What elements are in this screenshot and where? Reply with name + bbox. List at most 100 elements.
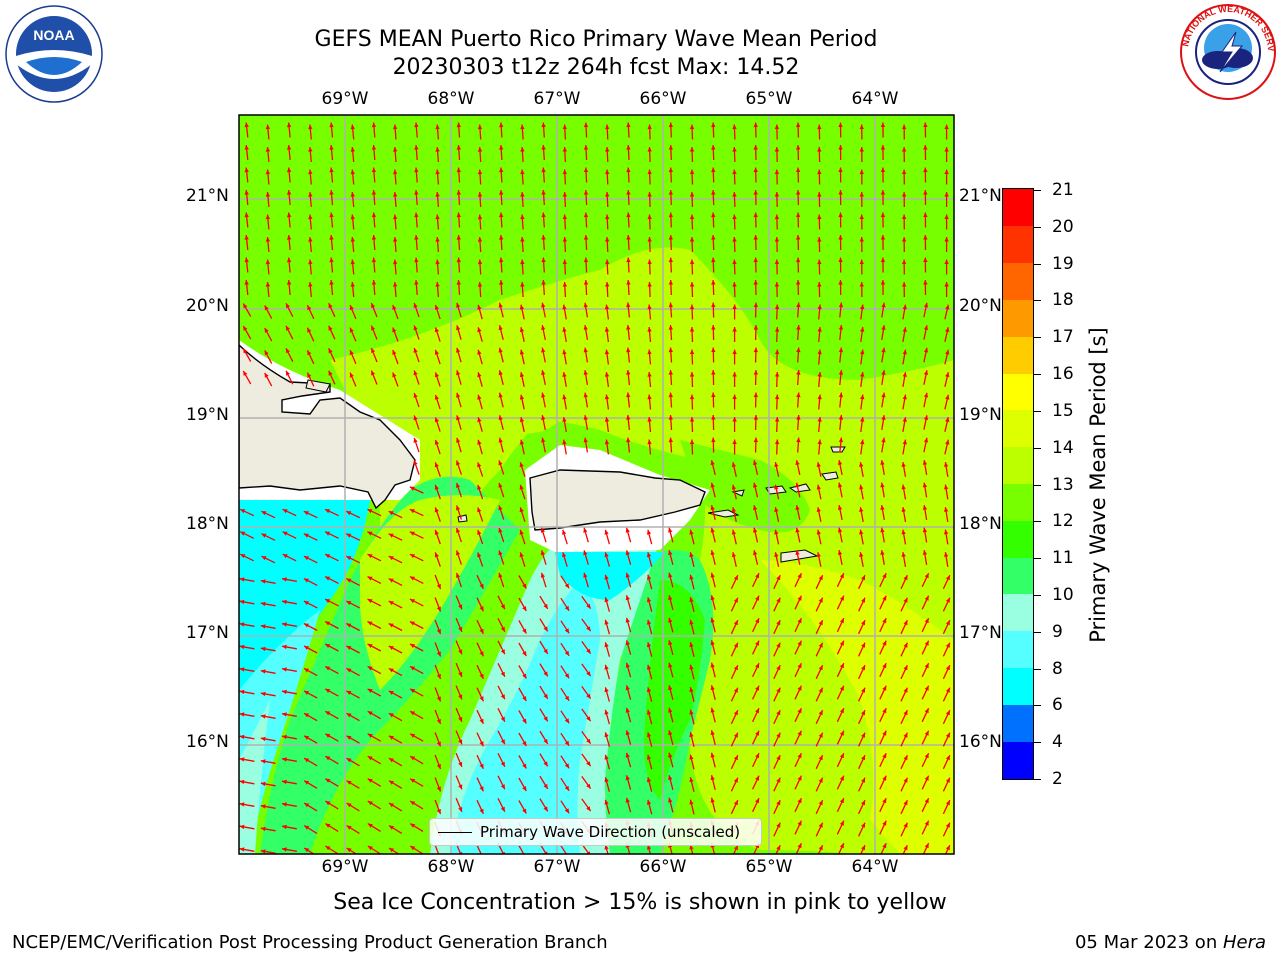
wave-arrow-head bbox=[753, 527, 758, 533]
wave-arrow-head bbox=[239, 824, 245, 830]
wave-arrow-head bbox=[753, 347, 758, 353]
wave-arrow-head bbox=[689, 799, 694, 805]
wave-arrow-head bbox=[668, 572, 673, 578]
wave-arrow-head bbox=[260, 646, 266, 652]
wave-arrow-head bbox=[923, 370, 929, 375]
wave-arrow-head bbox=[710, 595, 715, 601]
wave-arrow-head bbox=[755, 640, 759, 646]
wave-arrow-head bbox=[458, 694, 463, 700]
wave-arrow-head bbox=[456, 347, 461, 353]
wave-arrow-head bbox=[797, 753, 802, 759]
wave-arrow-head bbox=[776, 777, 781, 783]
wave-arrow-head bbox=[755, 595, 759, 601]
wave-arrow-head bbox=[668, 257, 673, 263]
wave-arrow-head bbox=[543, 761, 548, 767]
wave-arrow-head bbox=[346, 578, 352, 583]
wave-arrow-head bbox=[456, 257, 461, 263]
wave-arrow-head bbox=[434, 349, 439, 355]
wave-arrow-head bbox=[265, 124, 271, 130]
wave-arrow-head bbox=[668, 235, 673, 240]
wave-arrow-head bbox=[456, 482, 461, 488]
wave-arrow-head bbox=[859, 214, 864, 219]
wave-arrow-head bbox=[477, 349, 482, 355]
wave-arrow-head bbox=[346, 690, 352, 695]
wave-arrow-head bbox=[308, 169, 313, 175]
wave-arrow-head bbox=[818, 710, 823, 716]
wave-arrow-head bbox=[562, 282, 567, 287]
wave-arrow-head bbox=[859, 237, 864, 242]
wave-arrow-head bbox=[346, 758, 352, 763]
wave-arrow-head bbox=[434, 507, 439, 513]
wave-arrow-head bbox=[625, 685, 630, 691]
wave-arrow-head bbox=[945, 710, 950, 716]
wave-arrow-head bbox=[308, 237, 313, 242]
wave-arrow-head bbox=[520, 147, 525, 152]
wave-arrow-head bbox=[732, 124, 737, 130]
wave-arrow-head bbox=[944, 552, 949, 557]
wave-arrow-head bbox=[264, 305, 269, 311]
wave-arrow-head bbox=[861, 642, 865, 648]
wave-arrow-head bbox=[562, 372, 567, 377]
lon-label-top-66w: 66°W bbox=[639, 89, 687, 109]
wave-arrow-head bbox=[880, 167, 886, 172]
wave-arrow-head bbox=[795, 505, 800, 510]
wave-arrow-head bbox=[564, 695, 570, 701]
wave-arrow-head bbox=[393, 214, 398, 220]
wave-arrow-head bbox=[776, 687, 781, 693]
wave-arrow-head bbox=[776, 597, 781, 603]
colorbar-tick-label: 16 bbox=[1052, 364, 1074, 385]
wave-arrow-head bbox=[434, 439, 439, 445]
wave-arrow-head bbox=[604, 709, 609, 715]
wave-arrow-head bbox=[731, 507, 736, 513]
wave-arrow-head bbox=[797, 775, 802, 781]
wave-arrow-head bbox=[837, 550, 843, 555]
wave-arrow-head bbox=[945, 777, 950, 783]
wave-arrow-head bbox=[458, 716, 463, 722]
wave-arrow-head bbox=[732, 237, 737, 242]
wave-arrow-head bbox=[689, 552, 694, 558]
wave-arrow-head bbox=[817, 214, 822, 220]
wave-arrow-head bbox=[839, 843, 844, 849]
wave-arrow-head bbox=[710, 482, 715, 488]
wave-arrow-head bbox=[945, 620, 950, 626]
wave-arrow-head bbox=[244, 190, 249, 195]
wave-arrow-head bbox=[711, 212, 716, 218]
wave-arrow-head bbox=[522, 741, 527, 746]
wave-arrow-head bbox=[583, 257, 589, 263]
lat-label-right-17n: 17°N bbox=[959, 623, 1002, 643]
wave-arrow-head bbox=[839, 640, 844, 646]
wave-arrow-head bbox=[541, 145, 546, 150]
lon-label-bottom-64w: 64°W bbox=[851, 857, 899, 877]
wave-arrow-head bbox=[477, 214, 483, 220]
wave-arrow-head bbox=[733, 687, 738, 693]
wave-arrow-head bbox=[753, 280, 758, 285]
wave-arrow-head bbox=[393, 282, 398, 287]
wave-arrow-head bbox=[303, 623, 309, 628]
puerto-rico-land bbox=[529, 469, 706, 531]
lat-label-left-18n: 18°N bbox=[186, 514, 229, 534]
wave-arrow-head bbox=[239, 734, 245, 740]
wave-arrow-head bbox=[498, 572, 503, 578]
wave-arrow-head bbox=[583, 325, 588, 330]
wave-arrow-head bbox=[456, 145, 461, 150]
wave-arrow-head bbox=[776, 575, 781, 581]
wave-arrow-head bbox=[346, 556, 352, 561]
wave-arrow-head bbox=[346, 735, 352, 740]
wave-arrow-head bbox=[477, 507, 482, 513]
wave-arrow-head bbox=[818, 822, 823, 828]
colorbar-swatch bbox=[1003, 189, 1033, 227]
wave-arrow-head bbox=[586, 648, 591, 654]
wave-arrow-head bbox=[522, 786, 527, 791]
wave-arrow-head bbox=[260, 714, 266, 719]
wave-arrow-head bbox=[837, 460, 843, 465]
wave-arrow bbox=[434, 844, 440, 854]
wave-arrow-head bbox=[286, 122, 292, 128]
wave-arrow-head bbox=[881, 347, 886, 353]
wave-arrow-head bbox=[732, 417, 737, 422]
wave-arrow-head bbox=[902, 304, 907, 310]
wave-arrow-head bbox=[796, 302, 801, 308]
wave-arrow-head bbox=[541, 257, 546, 263]
wave-arrow-head bbox=[753, 415, 758, 420]
wave-arrow-head bbox=[711, 370, 716, 375]
wave-arrow-head bbox=[393, 169, 398, 175]
